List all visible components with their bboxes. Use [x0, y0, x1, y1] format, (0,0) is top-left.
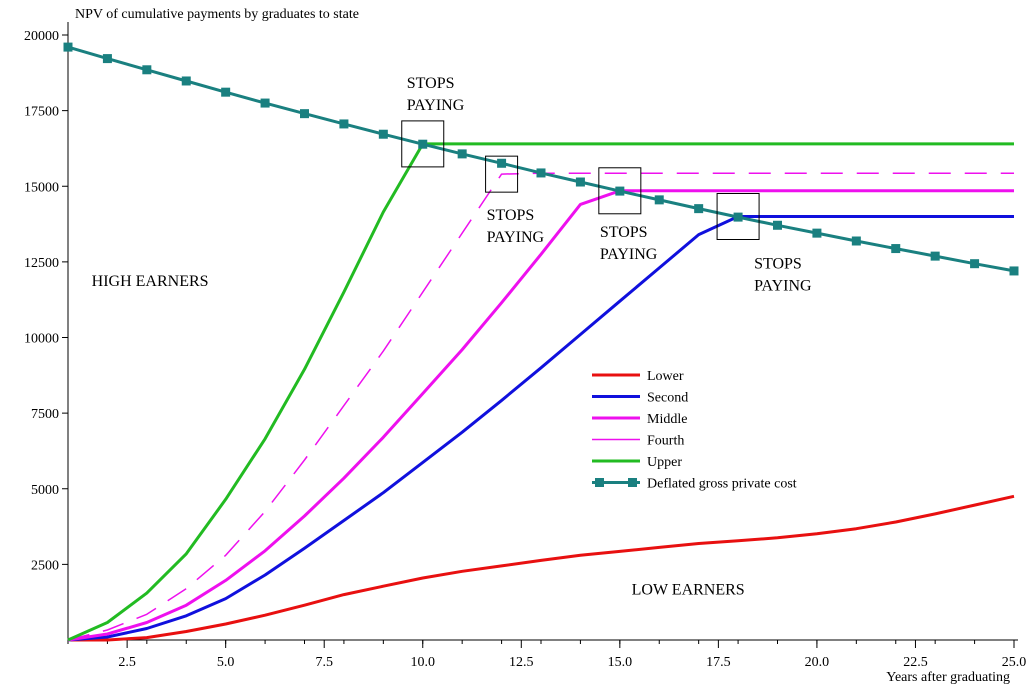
- series-point: [378, 129, 388, 139]
- x-tick-label: 20.0: [805, 655, 830, 670]
- series-point: [339, 119, 349, 129]
- series-point: [970, 259, 980, 269]
- series-point: [773, 220, 782, 230]
- series-point: [851, 236, 861, 246]
- series-point: [733, 212, 743, 222]
- x-tick-label: 17.5: [706, 655, 731, 670]
- y-axis: 2500 5000 7500 10000 12500 15000 17500 20000: [24, 29, 68, 573]
- series-point: [457, 149, 467, 159]
- region-label: LOW EARNERS: [632, 582, 745, 599]
- series-line-lower: [68, 494, 1015, 642]
- x-axis-label: Years after graduating: [886, 670, 1010, 685]
- series-point: [536, 168, 546, 178]
- series-point: [181, 76, 191, 86]
- y-tick-label: 12500: [24, 256, 59, 271]
- legend-label: Second: [647, 391, 688, 406]
- series-point: [418, 139, 428, 149]
- series-point: [694, 204, 704, 214]
- series-point: [654, 195, 664, 205]
- stops-paying-label: STOPS PAYING: [487, 207, 545, 246]
- series-point: [1009, 266, 1019, 276]
- x-tick-label: 7.5: [315, 655, 333, 670]
- x-tick-label: 10.0: [411, 655, 436, 670]
- x-axis: 2.5 5.0 7.5 10.0 12.5 15.0 17.5 20.0 22.5 25.0: [67, 640, 1027, 670]
- x-tick-label: 25.0: [1002, 655, 1027, 670]
- y-tick-label: 10000: [24, 332, 59, 347]
- stops-paying-box: [485, 155, 519, 193]
- legend-label: Deflated gross private cost: [647, 477, 797, 492]
- chart-title: NPV of cumulative payments by graduates …: [75, 7, 359, 22]
- legend-label: Lower: [647, 369, 684, 384]
- series-point: [497, 158, 507, 168]
- series-point: [575, 177, 585, 187]
- series-point: [812, 228, 822, 238]
- series-point: [615, 186, 625, 196]
- x-tick-label: 22.5: [903, 655, 928, 670]
- y-tick-label: 20000: [24, 29, 59, 44]
- x-tick-label: 5.0: [217, 655, 235, 670]
- stops-paying-box: [598, 167, 642, 215]
- series-point: [260, 98, 270, 108]
- series-point: [930, 251, 940, 261]
- legend-label: Fourth: [647, 434, 684, 449]
- series-point: [102, 54, 112, 64]
- series-line-middle: [67, 189, 1014, 642]
- series-layer: [63, 42, 1019, 642]
- y-tick-label: 7500: [31, 407, 59, 422]
- series-line-upper: [67, 142, 1014, 642]
- x-tick-label: 15.0: [608, 655, 633, 670]
- series-point: [63, 42, 73, 52]
- x-tick-label: 2.5: [118, 655, 136, 670]
- legend-label: Upper: [647, 455, 682, 470]
- series-point: [891, 244, 901, 254]
- legend: Lower Second Middle Fourth Upper Deflated gro…: [592, 369, 797, 492]
- stops-paying-label: STOPS PAYING: [754, 256, 812, 295]
- stops-paying-box: [401, 120, 445, 168]
- y-tick-label: 5000: [31, 483, 59, 498]
- legend-label: Middle: [647, 412, 687, 427]
- series-line-second: [67, 215, 1014, 642]
- y-tick-label: 15000: [24, 180, 59, 195]
- legend-marker: [595, 478, 604, 487]
- region-label: HIGH EARNERS: [92, 273, 209, 290]
- stops-paying-label: STOPS PAYING: [600, 224, 658, 263]
- y-tick-label: 2500: [31, 558, 59, 573]
- stops-paying-box: [716, 193, 760, 240]
- series-point: [142, 65, 152, 75]
- series-point: [300, 109, 309, 119]
- stops-paying-label: STOPS PAYING: [407, 75, 465, 114]
- y-tick-label: 17500: [24, 105, 59, 120]
- legend-marker: [628, 478, 637, 487]
- series-point: [221, 87, 231, 97]
- annotation-layer: STOPS PAYING STOPS PAYING STOPS PAYING STOPS PA…: [92, 75, 812, 599]
- x-tick-label: 12.5: [509, 655, 534, 670]
